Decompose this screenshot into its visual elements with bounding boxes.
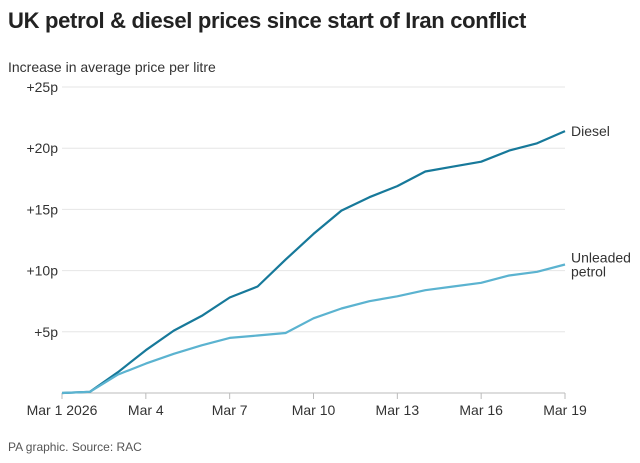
x-tick-label: Mar 4 (128, 402, 164, 418)
series-line-petrol (61, 263, 566, 395)
source-note: PA graphic. Source: RAC (8, 440, 142, 454)
series-label: Unleaded petrol (571, 249, 631, 279)
y-tick-label: +10p (26, 263, 58, 279)
y-tick-label: +15p (26, 201, 58, 217)
chart-subtitle: Increase in average price per litre (8, 59, 216, 75)
y-tick-label: +5p (34, 324, 58, 340)
x-tick-label: Mar 13 (376, 402, 420, 418)
series-line-diesel (61, 130, 566, 395)
y-tick-label: +20p (26, 140, 58, 156)
x-tick-label: Mar 16 (459, 402, 503, 418)
y-tick-label: +25p (26, 79, 58, 95)
x-tick-label: Mar 19 (543, 402, 587, 418)
x-tick-label: Mar 7 (212, 402, 248, 418)
x-tick-label: Mar 10 (292, 402, 336, 418)
x-tick-label: Mar 1 2026 (27, 402, 98, 418)
series-label: Diesel (571, 123, 610, 139)
chart-title: UK petrol & diesel prices since start of… (8, 8, 527, 33)
